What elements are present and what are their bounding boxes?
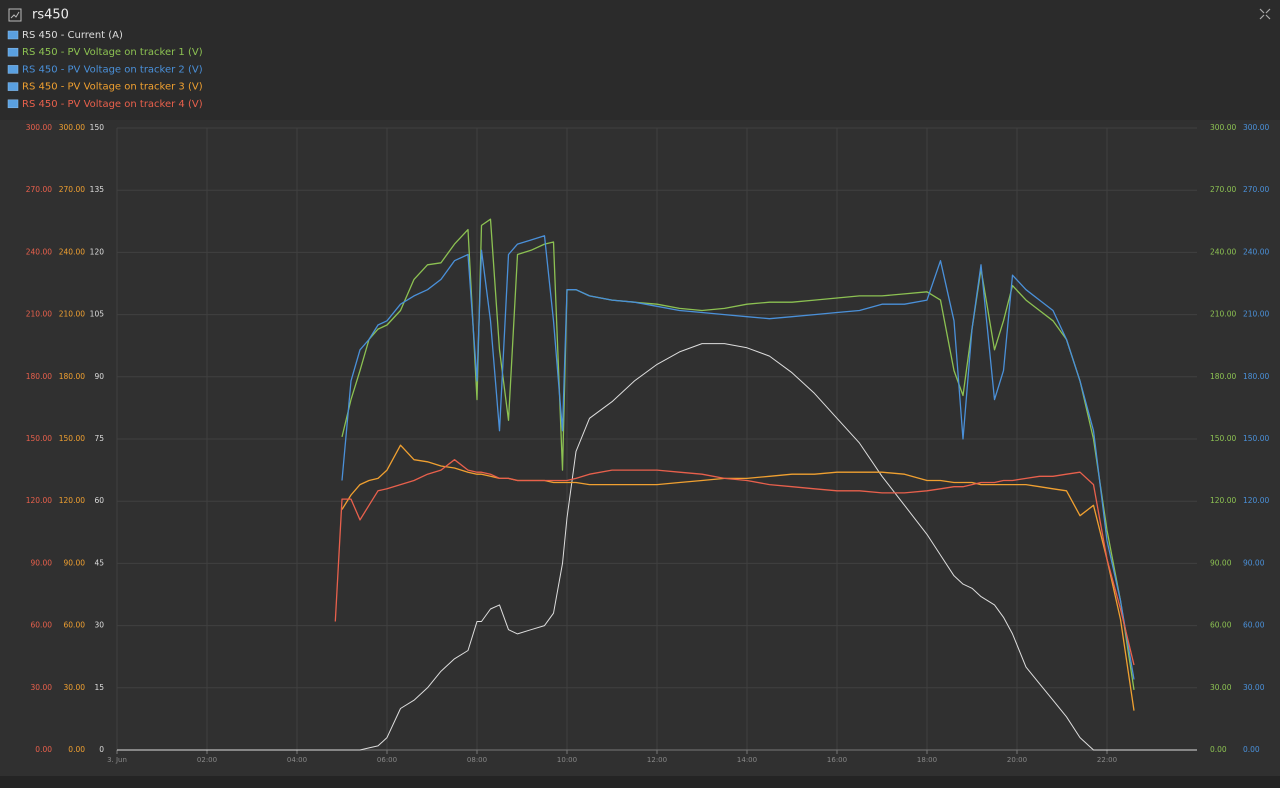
series-line: [117, 343, 1197, 751]
legend-label: RS 450 - PV Voltage on tracker 3 (V): [22, 82, 203, 93]
x-tick-label: 06:00: [377, 756, 397, 764]
y-tick-label: 120.00: [1243, 496, 1269, 505]
y-tick-label: 300.00: [1210, 123, 1236, 132]
series-line: [334, 459, 1135, 666]
y-tick-label: 30.00: [1210, 683, 1232, 692]
fullscreen-button[interactable]: [1259, 8, 1271, 20]
y-tick-label: 60.00: [1210, 621, 1232, 630]
x-tick-label: 20:00: [1007, 756, 1027, 764]
y-tick-label: 90.00: [1210, 558, 1232, 567]
y-tick-label: 270.00: [59, 185, 85, 194]
y-tick-label: 300.00: [26, 123, 52, 132]
x-tick-label: 18:00: [917, 756, 937, 764]
y-tick-label: 0.00: [1243, 745, 1260, 754]
y-tick-label: 180.00: [59, 372, 85, 381]
legend-swatch: [7, 30, 19, 40]
y-tick-label: 300.00: [1243, 123, 1269, 132]
plot-bg: [0, 120, 1280, 776]
footer-strip: [0, 776, 1280, 788]
y-tick-label: 240.00: [1243, 247, 1269, 256]
y-tick-label: 150.00: [1210, 434, 1236, 443]
y-tick-label: 90: [94, 372, 104, 381]
series-line: [341, 235, 1135, 680]
y-tick-label: 30: [94, 621, 104, 630]
legend-label: RS 450 - PV Voltage on tracker 4 (V): [22, 99, 203, 110]
series-line: [341, 218, 1135, 690]
y-tick-label: 0.00: [68, 745, 85, 754]
x-tick-label: 16:00: [827, 756, 847, 764]
y-tick-label: 60.00: [1243, 621, 1265, 630]
y-tick-label: 90.00: [31, 558, 53, 567]
y-tick-label: 15: [94, 683, 104, 692]
y-tick-label: 270.00: [1210, 185, 1236, 194]
y-tick-label: 240.00: [1210, 247, 1236, 256]
x-tick-label: 14:00: [737, 756, 757, 764]
y-tick-label: 0: [99, 745, 104, 754]
y-tick-label: 0.00: [35, 745, 52, 754]
y-tick-label: 60.00: [31, 621, 53, 630]
legend-label: RS 450 - PV Voltage on tracker 1 (V): [22, 47, 203, 58]
y-tick-label: 120.00: [26, 496, 52, 505]
chart-icon: [8, 8, 22, 22]
y-tick-label: 60.00: [64, 621, 86, 630]
x-tick-label: 10:00: [557, 756, 577, 764]
y-tick-label: 105: [90, 310, 105, 319]
y-tick-label: 0.00: [1210, 745, 1227, 754]
legend-swatch: [7, 82, 19, 91]
y-tick-label: 270.00: [1243, 185, 1269, 194]
chart-title: rs450: [32, 8, 69, 23]
y-tick-label: 150: [90, 123, 105, 132]
y-tick-label: 210.00: [59, 310, 85, 319]
header-bg: [0, 0, 1280, 120]
legend-swatch: [7, 47, 19, 57]
y-tick-label: 180.00: [26, 372, 52, 381]
y-tick-label: 30.00: [31, 683, 53, 692]
y-tick-label: 120.00: [1210, 496, 1236, 505]
y-tick-label: 60: [94, 496, 104, 505]
x-tick-label: 22:00: [1097, 756, 1117, 764]
y-tick-label: 150.00: [26, 434, 52, 443]
y-tick-label: 90.00: [1243, 558, 1265, 567]
y-tick-label: 240.00: [59, 247, 85, 256]
y-tick-label: 30.00: [64, 683, 86, 692]
legend-label: RS 450 - PV Voltage on tracker 2 (V): [22, 64, 203, 75]
y-tick-label: 150.00: [59, 434, 85, 443]
x-tick-label: 12:00: [647, 756, 667, 764]
y-tick-label: 210.00: [26, 310, 52, 319]
y-tick-label: 75: [94, 434, 104, 443]
y-tick-label: 120.00: [59, 496, 85, 505]
y-tick-label: 180.00: [1210, 372, 1236, 381]
y-tick-label: 210.00: [1210, 310, 1236, 319]
y-tick-label: 270.00: [26, 185, 52, 194]
y-tick-label: 300.00: [59, 123, 85, 132]
y-tick-label: 45: [94, 558, 104, 567]
legend-swatch: [7, 65, 19, 74]
y-tick-label: 180.00: [1243, 372, 1269, 381]
x-tick-label: 04:00: [287, 756, 307, 764]
x-tick-label: 08:00: [467, 756, 487, 764]
x-tick-label: 3. Jun: [107, 756, 127, 764]
y-tick-label: 90.00: [64, 558, 86, 567]
y-tick-label: 135: [90, 185, 105, 194]
y-tick-label: 210.00: [1243, 310, 1269, 319]
y-tick-label: 120: [90, 247, 105, 256]
y-tick-label: 150.00: [1243, 434, 1269, 443]
y-tick-label: 240.00: [26, 247, 52, 256]
x-tick-label: 02:00: [197, 756, 217, 764]
legend-swatch: [7, 99, 19, 109]
y-tick-label: 30.00: [1243, 683, 1265, 692]
legend-label: RS 450 - Current (A): [22, 30, 123, 41]
